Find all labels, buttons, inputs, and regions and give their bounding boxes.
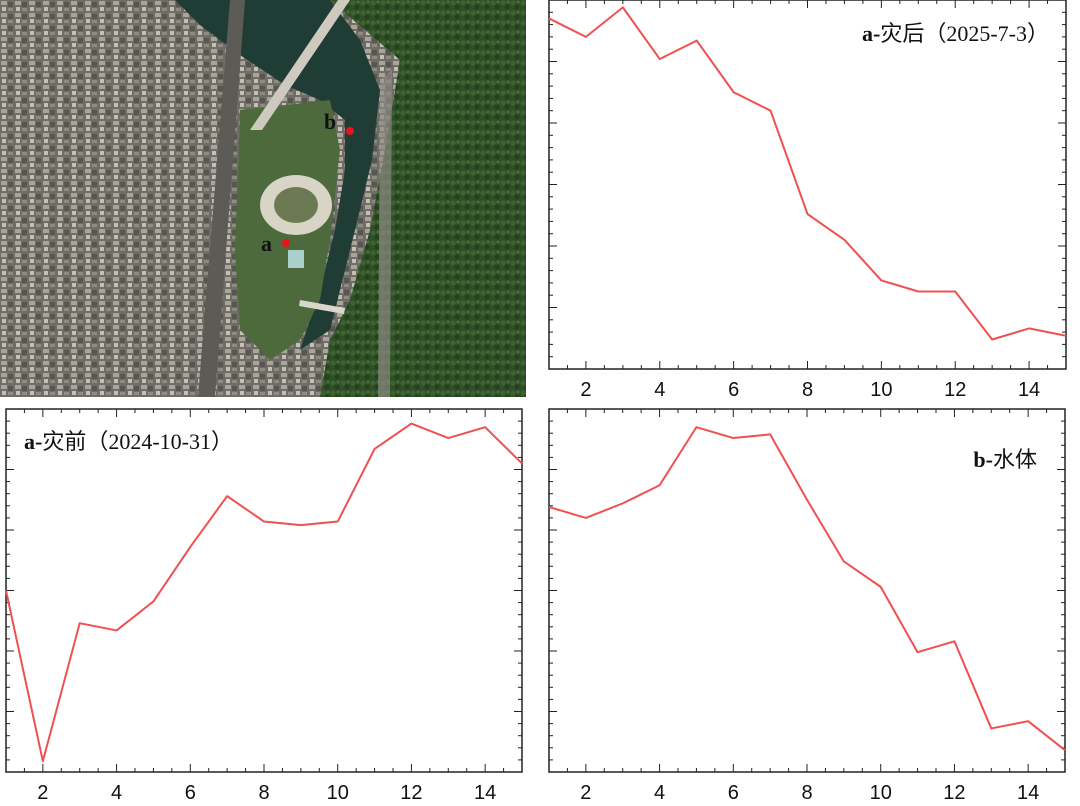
chart-title-text: 灾前（2024-10-31） bbox=[42, 429, 233, 454]
x-tick-label: 8 bbox=[801, 782, 812, 804]
bridge bbox=[250, 0, 350, 130]
x-tick-label: 12 bbox=[400, 782, 422, 804]
x-tick-label: 8 bbox=[802, 379, 813, 401]
river bbox=[175, 0, 380, 350]
chart-title: a-灾前（2024-10-31） bbox=[24, 429, 233, 454]
point-a-marker bbox=[282, 239, 290, 247]
x-tick-label: 4 bbox=[654, 379, 665, 401]
main-road bbox=[198, 0, 245, 397]
x-tick-label: 2 bbox=[37, 782, 48, 804]
chart-b-water-svg: 2 4 6 8 10 12 14 b-水体 bbox=[548, 408, 1066, 804]
chart-a-after-svg: 2 4 6 8 10 12 14 a-灾后（2025-7-3） bbox=[548, 0, 1067, 401]
x-tick-label: 4 bbox=[654, 782, 665, 804]
chart-a-after: 2 4 6 8 10 12 14 a-灾后（2025-7-3） bbox=[548, 0, 1069, 406]
plot-frame bbox=[5, 408, 523, 773]
chart-a-before: 2 4 6 8 10 12 14 a-灾前（2024-10-31） bbox=[5, 408, 526, 806]
chart-title-prefix: a- bbox=[24, 429, 42, 454]
x-tick-label: 2 bbox=[580, 379, 591, 401]
satellite-image: b a bbox=[0, 0, 526, 397]
chart-title-prefix: b- bbox=[973, 447, 993, 472]
series-line bbox=[548, 6, 1067, 341]
chart-a-before-svg: 2 4 6 8 10 12 14 a-灾前（2024-10-31） bbox=[5, 408, 523, 804]
pool bbox=[288, 250, 304, 268]
plot-frame bbox=[548, 0, 1067, 370]
x-tick-label: 12 bbox=[943, 782, 965, 804]
x-tick-label: 14 bbox=[1017, 782, 1039, 804]
x-tick-label: 14 bbox=[1018, 379, 1040, 401]
point-b-label: b bbox=[324, 109, 336, 134]
forest-area bbox=[320, 0, 526, 397]
x-tick-label: 2 bbox=[580, 782, 591, 804]
x-tick-label: 6 bbox=[185, 782, 196, 804]
x-tick-label: 10 bbox=[327, 782, 349, 804]
chart-title: a-灾后（2025-7-3） bbox=[862, 21, 1049, 46]
x-tick-label: 8 bbox=[258, 782, 269, 804]
x-tick-label: 4 bbox=[111, 782, 122, 804]
chart-title: b-水体 bbox=[973, 447, 1037, 472]
point-b-marker bbox=[346, 127, 354, 135]
chart-title-text: 水体 bbox=[993, 447, 1037, 472]
chart-title-prefix: a- bbox=[862, 21, 880, 46]
x-tick-label: 10 bbox=[870, 379, 892, 401]
x-tick-label: 10 bbox=[870, 782, 892, 804]
series-line bbox=[5, 422, 523, 763]
x-tick-label: 14 bbox=[474, 782, 496, 804]
series-line bbox=[548, 426, 1066, 752]
x-tick-label: 12 bbox=[944, 379, 966, 401]
x-tick-label: 6 bbox=[728, 379, 739, 401]
riverside-road bbox=[378, 70, 392, 397]
point-a-label: a bbox=[261, 231, 272, 256]
weir bbox=[299, 300, 345, 314]
chart-title-text: 灾后（2025-7-3） bbox=[880, 21, 1049, 46]
x-tick-label: 6 bbox=[728, 782, 739, 804]
satellite-map: b a bbox=[0, 0, 526, 397]
chart-b-water: 2 4 6 8 10 12 14 b-水体 bbox=[548, 408, 1069, 806]
